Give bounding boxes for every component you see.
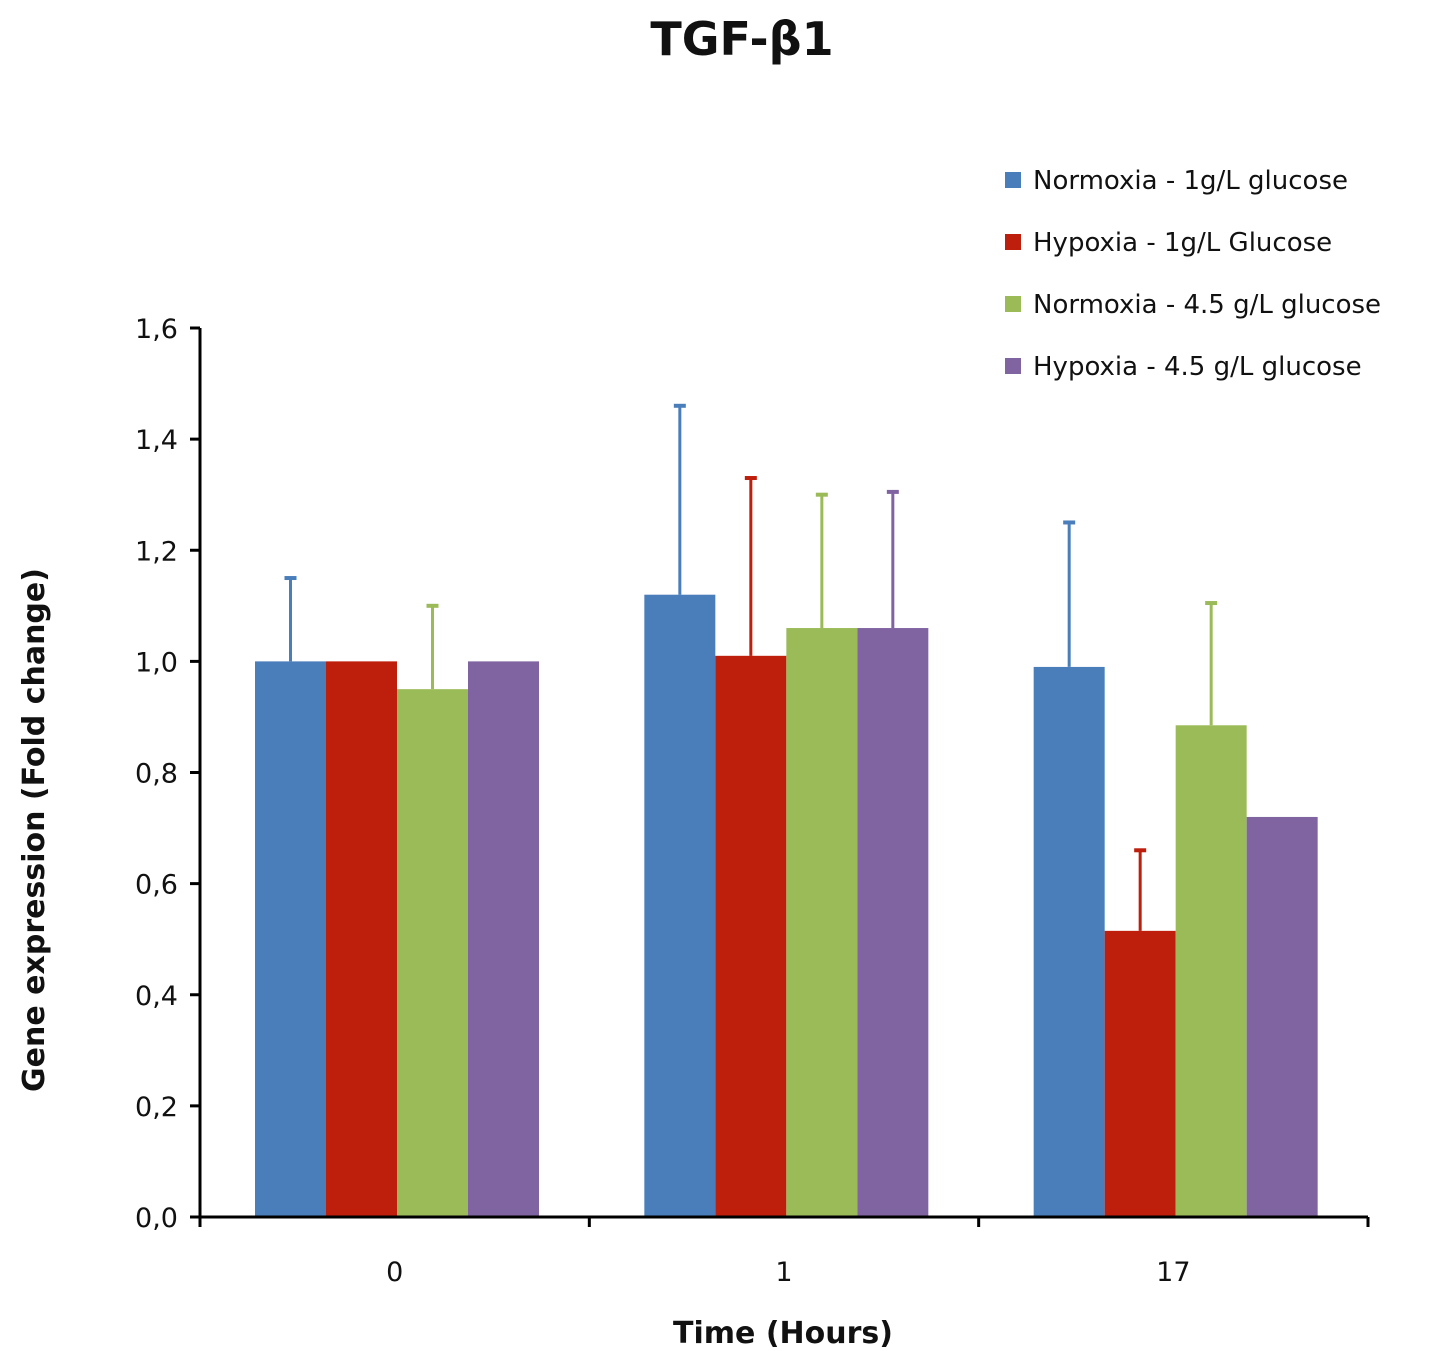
x-tick-label: 0 (386, 1257, 403, 1288)
legend-swatch-2 (1005, 234, 1021, 250)
bar-4-17 (1246, 816, 1318, 1217)
bar-3-0 (397, 689, 468, 1217)
x-tick-label: 1 (775, 1257, 792, 1288)
legend-label-3: Normoxia - 4.5 g/L glucose (1033, 290, 1381, 320)
legend-label-1: Normoxia - 1g/L glucose (1033, 166, 1348, 196)
y-tick-label: 1,4 (135, 425, 178, 456)
legend-label-4: Hypoxia - 4.5 g/L glucose (1033, 352, 1362, 382)
chart-title: TGF-β1 (650, 12, 833, 66)
bar-3-17 (1175, 725, 1247, 1217)
y-tick-label: 0,6 (135, 870, 178, 901)
bar-2-1 (715, 655, 787, 1217)
bar-2-17 (1104, 930, 1176, 1217)
bar-3-1 (786, 628, 858, 1217)
x-tick-label: 17 (1156, 1257, 1190, 1288)
bar-2-0 (326, 661, 397, 1217)
legend-label-2: Hypoxia - 1g/L Glucose (1033, 228, 1332, 258)
bar-4-1 (857, 628, 929, 1217)
legend: Normoxia - 1g/L glucose Hypoxia - 1g/L Gl… (1005, 166, 1381, 382)
y-tick-label: 0,4 (135, 981, 178, 1012)
legend-swatch-4 (1005, 358, 1021, 374)
legend-swatch-1 (1005, 172, 1021, 188)
y-tick-label: 0,8 (135, 759, 178, 790)
tick-labels-layer: 0,0 0,2 0,4 0,6 0,8 1,0 1,2 1,4 1,6 0 1 17 (135, 314, 1190, 1288)
bar-1-0 (255, 661, 326, 1217)
bar-1-17 (1033, 666, 1105, 1217)
y-tick-label: 1,2 (135, 536, 178, 567)
legend-swatch-3 (1005, 296, 1021, 312)
y-tick-label: 1,6 (135, 314, 178, 345)
y-axis-title: Gene expression (Fold change) (17, 568, 52, 1092)
bar-1-1 (644, 594, 716, 1217)
bars-layer (255, 594, 1318, 1217)
x-axis-title: Time (Hours) (673, 1316, 893, 1351)
axes-layer (190, 326, 1370, 1227)
bar-4-0 (468, 661, 539, 1217)
y-tick-label: 0,0 (135, 1203, 178, 1234)
error-bars-layer (284, 403, 1218, 931)
y-tick-label: 0,2 (135, 1092, 178, 1123)
y-tick-label: 1,0 (135, 647, 178, 678)
